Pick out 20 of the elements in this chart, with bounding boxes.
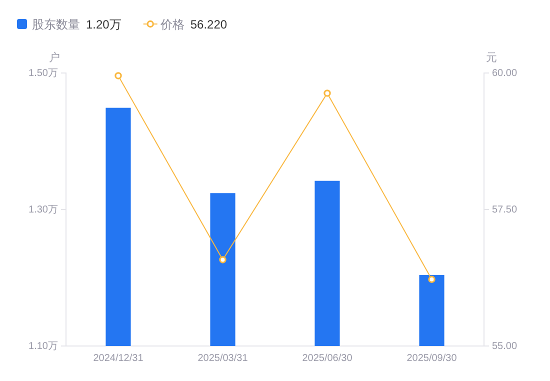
text: 56.220 [190,18,228,32]
point [428,276,436,283]
y-tick-label: 1.50万 [28,68,58,80]
point [219,256,226,264]
legend-label: 价格 [159,18,184,32]
legend-label: 股东数量 [32,18,80,32]
x-tick-label: 2025/06/30 [302,353,353,364]
x-tick-label: 2024/12/31 [93,353,144,364]
y-axis-title: 户 [49,51,60,64]
text: 1.20万 [86,18,122,32]
y-tick-label: 1.10万 [28,341,58,352]
point [114,72,122,80]
y-tick-label: 1.30万 [28,204,58,216]
y2-tick-label: 57.50 [492,204,518,216]
x-tick-label: 2025/09/30 [406,353,458,364]
x-tick-label: 2025/03/31 [198,353,248,364]
point [324,90,331,97]
y2-tick-label: 55.00 [492,341,518,352]
y2-axis-title: 元 [486,51,497,64]
y2-tick-label: 60.00 [492,68,518,80]
